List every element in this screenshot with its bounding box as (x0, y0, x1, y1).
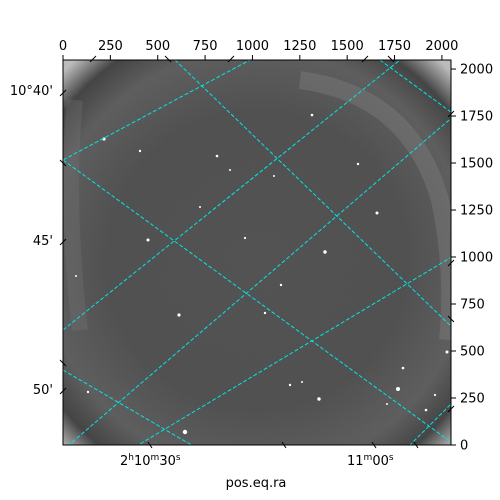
ra-sec-unit: s (176, 453, 181, 463)
world-tick-8 (413, 441, 419, 449)
ra-sec-unit-2: s (389, 453, 394, 463)
world-tick-3 (59, 359, 67, 367)
y-tick-label-8: 2000 (460, 63, 493, 78)
star-11 (75, 275, 77, 277)
world-tick-4 (59, 387, 67, 395)
world-tick-11 (227, 55, 235, 63)
world-tick-6 (281, 441, 287, 449)
world-tick-label-ra-2: 11m00s (347, 453, 394, 469)
star-9 (243, 236, 247, 240)
world-tick-9 (89, 55, 97, 63)
y-tick-label-3: 750 (460, 298, 485, 313)
ra-min-unit-2: m (364, 453, 373, 463)
world-tick-16 (447, 315, 455, 323)
x-pixel-axis: 0 250 500 750 1000 1250 1500 1750 2000 (59, 39, 458, 60)
x-tick-label-5: 1250 (283, 39, 316, 54)
y-tick-label-4: 1000 (460, 251, 493, 266)
world-tick-label-ra-1: 2h10m30s (120, 453, 181, 469)
star-13 (177, 313, 181, 317)
star-20 (86, 390, 90, 394)
world-tick-5 (147, 441, 153, 449)
sky-image (63, 60, 451, 445)
world-coordinate-ticks (59, 55, 455, 449)
x-tick-label-0: 0 (59, 39, 67, 54)
x-tick-label-2: 500 (145, 39, 170, 54)
world-tick-15 (447, 259, 455, 267)
star-23 (445, 350, 449, 354)
x-axis-title: pos.eq.ra (226, 476, 287, 491)
world-tick-0 (59, 89, 67, 97)
coordinate-grid (63, 60, 451, 445)
star-26 (229, 169, 231, 171)
grid-line-7 (63, 369, 193, 445)
world-tick-1 (59, 159, 67, 167)
x-tick-label-8: 2000 (425, 39, 458, 54)
star-6 (375, 211, 379, 215)
world-tick-label-dec-3: 50' (33, 383, 53, 398)
ra-hour-unit: h (128, 453, 134, 463)
star-3 (273, 175, 275, 177)
plot-frame (62, 59, 452, 446)
y-tick-label-0: 0 (460, 439, 468, 454)
star-24 (386, 403, 388, 405)
world-tick-7 (371, 441, 377, 449)
star-5 (356, 162, 360, 166)
y-tick-label-7: 1750 (460, 110, 493, 125)
star-19 (182, 429, 188, 435)
x-tick-label-7: 1750 (378, 39, 411, 54)
y-tick-label-5: 1250 (460, 204, 493, 219)
star-12 (279, 283, 283, 287)
world-tick-10 (164, 55, 172, 63)
world-tick-2 (59, 238, 67, 246)
star-7 (199, 206, 201, 208)
star-17 (317, 397, 321, 401)
world-tick-14 (447, 110, 455, 118)
world-tick-17 (447, 405, 455, 413)
x-tick-label-1: 250 (98, 39, 123, 54)
star-4 (310, 113, 314, 117)
grid-line-6 (63, 159, 451, 443)
grid-line-0 (63, 60, 251, 161)
star-21 (433, 393, 437, 397)
ra-min-unit: m (151, 453, 160, 463)
y-tick-label-6: 1500 (460, 157, 493, 172)
star-18 (288, 383, 292, 387)
y-tick-label-2: 500 (460, 345, 485, 360)
stars (75, 113, 449, 435)
world-tick-label-dec-2: 45' (33, 234, 53, 249)
star-25 (301, 381, 303, 383)
grid-line-8 (379, 60, 451, 113)
world-tick-label-dec-1: 10°40' (10, 84, 53, 99)
star-8 (146, 238, 150, 242)
star-14 (263, 311, 267, 315)
star-2 (215, 154, 219, 158)
x-tick-label-6: 1500 (331, 39, 364, 54)
star-10 (323, 250, 327, 254)
y-tick-label-1: 250 (460, 392, 485, 407)
star-22 (424, 408, 428, 412)
grid-line-2 (68, 117, 451, 445)
y-pixel-axis: 0 250 500 750 1000 1250 1500 1750 2000 (451, 63, 493, 454)
x-tick-label-4: 1000 (236, 39, 269, 54)
star-15 (401, 366, 405, 370)
star-16 (396, 387, 400, 391)
star-1 (138, 149, 142, 153)
world-tick-13 (387, 55, 395, 63)
grid-line-5 (174, 60, 451, 327)
grid-line-3 (137, 256, 451, 445)
world-tick-12 (361, 55, 369, 63)
x-tick-label-3: 750 (193, 39, 218, 54)
